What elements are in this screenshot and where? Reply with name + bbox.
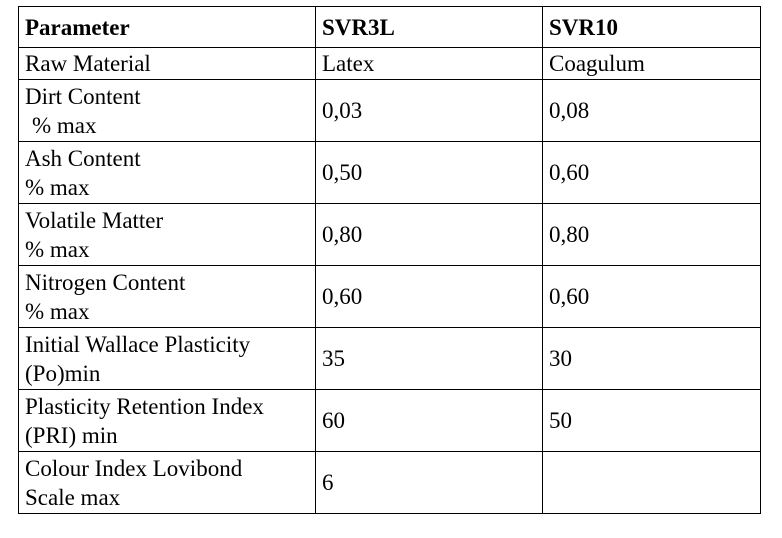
svr3l-cell: Latex bbox=[315, 47, 543, 80]
parameter-label: Initial Wallace Plasticity bbox=[25, 331, 251, 357]
parameter-cell: Volatile Matter % max bbox=[18, 203, 316, 266]
specification-table: Parameter SVR3L SVR10 Raw Material Latex… bbox=[18, 6, 761, 514]
parameter-cell: Colour Index Lovibond Scale max bbox=[18, 451, 316, 514]
header-svr10: SVR10 bbox=[542, 6, 761, 48]
parameter-unit: % max bbox=[32, 112, 97, 138]
svr3l-cell: 0,50 bbox=[315, 141, 543, 204]
parameter-cell: Nitrogen Content % max bbox=[18, 265, 316, 328]
svr3l-cell: 6 bbox=[315, 451, 543, 514]
parameter-unit: (PRI) min bbox=[25, 422, 118, 448]
table-row: Plasticity Retention Index (PRI) min 60 … bbox=[18, 389, 761, 452]
parameter-unit: (Po)min bbox=[25, 360, 101, 386]
table-row: Raw Material Latex Coagulum bbox=[18, 47, 761, 80]
parameter-unit: % max bbox=[25, 174, 90, 200]
svr3l-cell: 35 bbox=[315, 327, 543, 390]
svr10-cell bbox=[542, 451, 761, 514]
header-svr3l: SVR3L bbox=[315, 6, 543, 48]
parameter-label: Ash Content bbox=[25, 145, 141, 171]
table-row: Initial Wallace Plasticity (Po)min 35 30 bbox=[18, 327, 761, 390]
table-row: Colour Index Lovibond Scale max 6 bbox=[18, 451, 761, 514]
svr3l-cell: 0,80 bbox=[315, 203, 543, 266]
parameter-label: Nitrogen Content bbox=[25, 269, 186, 295]
svr3l-cell: 0,03 bbox=[315, 79, 543, 142]
parameter-label: Plasticity Retention Index bbox=[25, 393, 264, 419]
parameter-unit: % max bbox=[25, 236, 90, 262]
parameter-label: Volatile Matter bbox=[25, 207, 164, 233]
parameter-cell: Dirt Content % max bbox=[18, 79, 316, 142]
svr10-cell: 30 bbox=[542, 327, 761, 390]
table-row: Volatile Matter % max 0,80 0,80 bbox=[18, 203, 761, 266]
parameter-cell: Ash Content % max bbox=[18, 141, 316, 204]
svr10-cell: 0,80 bbox=[542, 203, 761, 266]
svr10-cell: Coagulum bbox=[542, 47, 761, 80]
parameter-label: Raw Material bbox=[25, 51, 151, 76]
table-header-row: Parameter SVR3L SVR10 bbox=[18, 6, 761, 48]
svr3l-cell: 60 bbox=[315, 389, 543, 452]
parameter-label: Dirt Content bbox=[25, 83, 141, 109]
svr10-cell: 0,60 bbox=[542, 265, 761, 328]
svr10-cell: 0,08 bbox=[542, 79, 761, 142]
table-row: Nitrogen Content % max 0,60 0,60 bbox=[18, 265, 761, 328]
parameter-cell: Raw Material bbox=[18, 47, 316, 80]
header-parameter: Parameter bbox=[18, 6, 316, 48]
parameter-cell: Initial Wallace Plasticity (Po)min bbox=[18, 327, 316, 390]
svr10-cell: 0,60 bbox=[542, 141, 761, 204]
table-row: Ash Content % max 0,50 0,60 bbox=[18, 141, 761, 204]
parameter-unit: Scale max bbox=[25, 484, 121, 510]
table-row: Dirt Content % max 0,03 0,08 bbox=[18, 79, 761, 142]
parameter-label: Colour Index Lovibond bbox=[25, 455, 243, 481]
parameter-cell: Plasticity Retention Index (PRI) min bbox=[18, 389, 316, 452]
parameter-unit: % max bbox=[25, 298, 90, 324]
svr3l-cell: 0,60 bbox=[315, 265, 543, 328]
svr10-cell: 50 bbox=[542, 389, 761, 452]
